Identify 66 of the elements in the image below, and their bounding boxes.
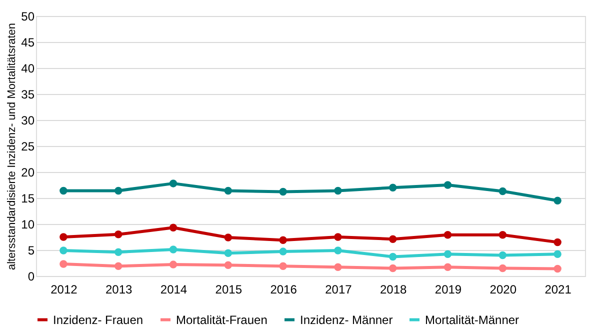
point	[554, 196, 562, 204]
x-tick-label: 2018	[380, 282, 408, 296]
point	[60, 186, 68, 195]
point	[114, 262, 122, 270]
point	[224, 186, 232, 195]
point	[169, 260, 178, 268]
legend-label: Mortalität-Frauen	[176, 312, 268, 327]
y-tick-label: 15	[21, 192, 35, 206]
legend-label: Mortalität-Männer	[425, 312, 520, 327]
point	[388, 264, 397, 272]
point	[444, 231, 452, 239]
point	[60, 260, 68, 268]
point	[554, 264, 562, 273]
point	[444, 181, 452, 189]
point	[114, 186, 122, 195]
point	[388, 252, 397, 261]
point	[114, 230, 122, 238]
x-tick-label: 2013	[106, 282, 133, 296]
y-tick-label: 10	[21, 218, 35, 232]
point	[444, 263, 452, 272]
y-tick-label: 25	[21, 140, 35, 154]
x-tick-label: 2019	[434, 282, 462, 296]
point	[60, 233, 68, 241]
point	[279, 262, 287, 270]
y-tick-label: 5	[28, 244, 35, 258]
point	[279, 248, 287, 256]
point	[334, 233, 342, 241]
point	[224, 261, 232, 269]
point	[224, 249, 232, 257]
point	[498, 187, 507, 196]
y-tick-label: 20	[21, 166, 35, 180]
legend-label: Inzidenz- Frauen	[53, 312, 144, 327]
point	[388, 184, 397, 192]
point	[498, 264, 507, 272]
x-tick-label: 2015	[215, 282, 242, 296]
point	[554, 250, 562, 258]
x-tick-label: 2016	[270, 282, 298, 296]
point	[498, 251, 507, 260]
y-tick-label: 35	[21, 88, 35, 102]
point	[279, 188, 287, 196]
point	[224, 234, 232, 242]
x-tick-label: 2020	[490, 282, 517, 296]
x-tick-label: 2014	[160, 282, 188, 296]
point	[444, 250, 452, 258]
point	[279, 236, 287, 244]
y-axis-title: altersstandardisierte Inzidenz- und Mortalitätsraten	[6, 22, 18, 270]
point	[388, 235, 397, 243]
y-tick-label: 45	[21, 36, 35, 50]
point	[334, 186, 342, 195]
point	[498, 231, 507, 239]
y-tick-label: 50	[21, 10, 35, 24]
y-tick-label: 40	[21, 62, 35, 76]
x-tick-label: 2021	[544, 282, 572, 296]
x-tick-label: 2012	[50, 282, 78, 296]
y-tick-label: 30	[21, 114, 35, 128]
point	[169, 246, 178, 254]
y-tick-label: 0	[28, 270, 35, 284]
point	[554, 238, 562, 246]
legend-label: Inzidenz- Männer	[300, 312, 393, 327]
point	[60, 246, 68, 254]
point	[114, 248, 122, 256]
x-tick-label: 2017	[325, 282, 352, 296]
point	[334, 263, 342, 272]
point	[169, 180, 178, 188]
point	[169, 224, 178, 232]
point	[334, 246, 342, 254]
